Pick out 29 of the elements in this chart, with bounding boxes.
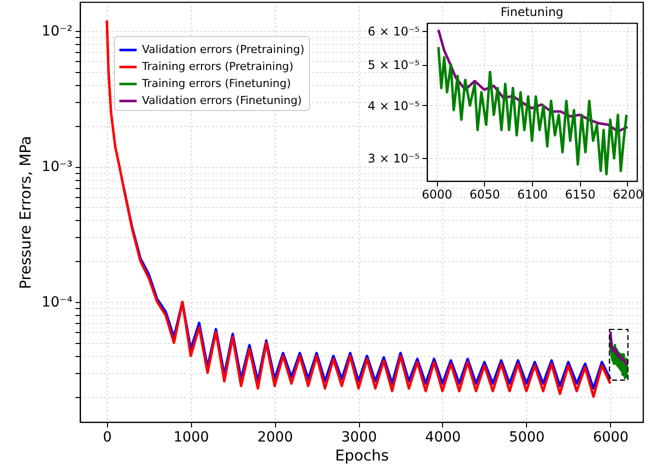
y-tick-label: 10⁻⁴	[42, 294, 73, 310]
chart-title: Finetuning	[500, 5, 564, 19]
x-tick-label: 1000	[173, 430, 210, 446]
x-tick-label: 4000	[425, 430, 461, 446]
y-tick-label: 4 × 10⁻⁵	[368, 98, 420, 113]
x-tick-label: 5000	[509, 430, 545, 446]
y-tick-label: 10⁻²	[42, 24, 72, 40]
x-tick-label: 0	[102, 430, 112, 446]
legend-label: Validation errors (Pretraining)	[142, 43, 304, 56]
y-tick-label: 6 × 10⁻⁵	[368, 24, 420, 39]
y-tick-label: 10⁻³	[42, 159, 72, 176]
x-tick-label: 3000	[341, 430, 377, 446]
legend-label: Validation errors (Finetuning)	[142, 94, 302, 107]
line-series	[609, 330, 628, 366]
x-tick-label: 6000	[422, 188, 452, 202]
legend-label: Training errors (Finetuning)	[141, 77, 291, 90]
x-tick-label: 6050	[470, 188, 500, 202]
y-tick-label: 5 × 10⁻⁵	[368, 58, 420, 72]
x-tick-label: 6000	[592, 430, 629, 446]
y-tick-label: 3 × 10⁻⁵	[368, 152, 420, 166]
x-tick-label: 6200	[612, 188, 644, 202]
line-series	[437, 46, 628, 176]
x-tick-label: 6150	[564, 188, 596, 202]
legend-label: Training errors (Pretraining)	[141, 60, 294, 73]
line-series	[106, 19, 612, 398]
y-axis-title: Pressure Errors, MPa	[16, 136, 35, 290]
x-axis-title: Epochs	[335, 446, 390, 464]
x-tick-label: 6100	[517, 188, 548, 202]
x-tick-label: 2000	[257, 430, 293, 446]
